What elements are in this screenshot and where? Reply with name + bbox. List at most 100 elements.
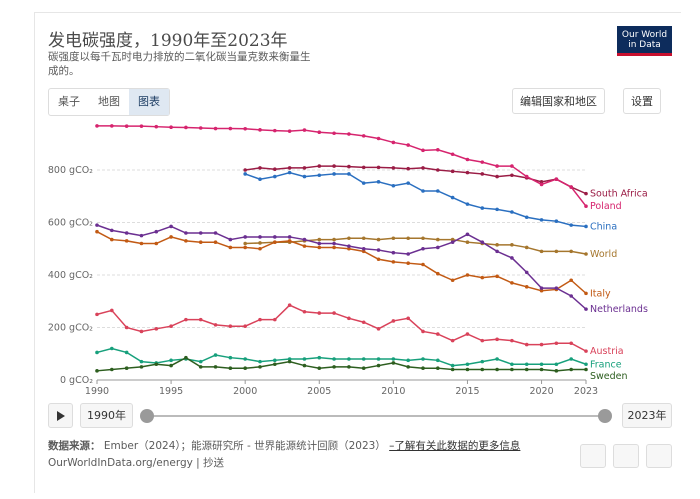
data-point [273,235,277,239]
x-tick-label: 1990 [85,386,109,397]
data-point [584,252,588,256]
download-button[interactable] [580,444,606,468]
data-point [450,363,455,368]
data-point [347,365,351,369]
data-point [169,224,173,229]
data-point [436,237,440,242]
data-point [213,231,218,235]
data-point [228,355,233,360]
tab-chart[interactable]: 图表 [129,89,169,115]
series-line [96,347,587,367]
series-label: Poland [590,201,622,212]
series-line [245,237,587,255]
data-point [287,239,292,243]
url[interactable]: OurWorldInData.org/energy | 抄送 [48,457,225,469]
data-point [243,126,247,131]
source-line: 数据来源： Ember（2024）；能源研究所 - 世界能源统计回顾（2023）… [48,438,520,453]
data-point [273,240,277,244]
data-point [584,204,588,209]
data-point [554,341,559,346]
data-point [480,367,485,372]
data-point [258,241,262,245]
frame [34,12,681,493]
data-point [154,124,159,129]
settings-button[interactable]: 设置 [623,88,661,114]
data-point [569,341,573,346]
data-point [332,131,336,136]
data-point [169,358,173,363]
data-point [569,249,573,254]
share-button[interactable] [613,444,639,468]
data-point [243,324,247,328]
data-point [406,365,410,369]
data-point [139,359,144,364]
tab-map[interactable]: 地图 [98,95,120,108]
data-point [154,327,159,331]
fullscreen-button[interactable] [646,444,672,468]
y-tick-label: 600 gCO₂ [48,218,93,229]
data-point [391,357,396,361]
data-point [184,317,188,322]
data-point [539,180,544,184]
data-point [347,164,351,169]
data-point [510,281,514,285]
slider[interactable] [140,406,614,426]
data-point [539,362,544,367]
source-label: 数据来源： [48,440,101,452]
data-point [361,320,366,325]
data-point [332,311,336,315]
data-point [361,357,366,361]
data-point [287,303,292,307]
data-point [273,317,277,322]
data-point [584,191,588,196]
data-point [110,346,114,351]
data-point [436,245,440,250]
data-point [273,128,277,133]
data-point [480,206,485,210]
data-point [258,128,262,132]
data-point [465,362,470,367]
data-point [154,362,159,367]
series-line [96,224,587,310]
data-point [273,362,277,367]
data-point [273,358,277,363]
data-point [317,355,322,360]
data-point [361,134,366,138]
data-point [213,365,218,369]
data-point [332,245,336,250]
tab-table[interactable]: 桌子 [58,95,80,108]
x-tick-label: 1995 [159,386,183,397]
data-point [347,132,351,136]
data-point [569,185,573,189]
play-button[interactable] [48,403,73,428]
data-point [495,249,499,254]
timeline-end[interactable]: 2023年 [622,403,672,428]
data-point [539,182,544,187]
data-point [376,257,381,262]
data-point [258,166,262,170]
data-point [376,357,381,361]
data-point [465,367,470,372]
data-point [406,316,410,321]
data-point [406,166,410,171]
data-point [554,249,559,254]
play-icon [56,411,65,421]
data-point [169,324,173,328]
data-point [495,367,499,372]
more-link[interactable]: –了解有关此数据的更多信息 [389,440,521,452]
data-point [376,180,381,184]
data-point [184,231,188,235]
data-point [510,243,514,247]
data-point [95,223,99,227]
data-point [347,236,351,241]
edit-button[interactable]: 编辑国家和地区 [512,88,605,114]
data-point [450,169,455,174]
data-point [287,129,292,133]
data-point [391,183,396,188]
data-point [332,357,336,361]
timeline-start[interactable]: 1990年 [80,403,133,428]
logo[interactable]: Our World in Data [617,26,672,56]
data-point [495,174,499,179]
data-point [391,250,396,255]
data-point [198,359,203,364]
